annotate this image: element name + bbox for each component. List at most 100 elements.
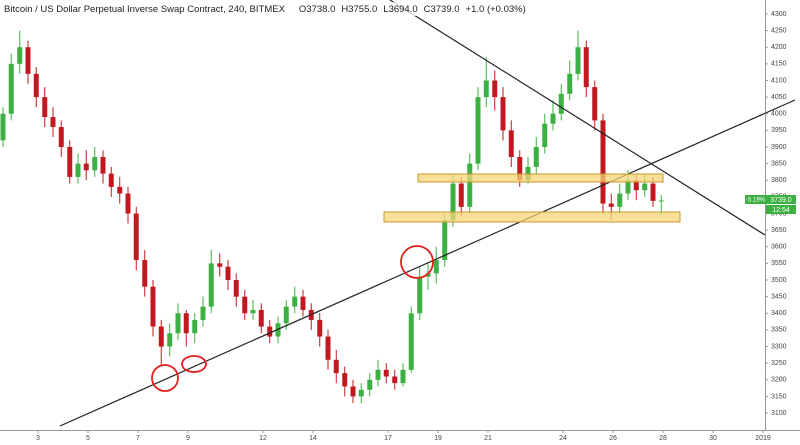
- candle-body: [575, 47, 581, 74]
- candle-body: [625, 180, 631, 194]
- candle-body: [158, 326, 164, 347]
- candle-body: [475, 97, 481, 164]
- candle-body: [208, 263, 214, 307]
- candle-body: [533, 146, 539, 167]
- candle-body: [258, 309, 264, 327]
- candle-body: [567, 73, 573, 94]
- candle-body: [8, 63, 14, 114]
- candle-body: [25, 47, 31, 74]
- header: Bitcoin / US Dollar Perpetual Inverse Sw…: [4, 4, 526, 15]
- candle-body: [67, 146, 73, 177]
- candle-body: [642, 183, 648, 191]
- candle-body: [433, 260, 439, 274]
- y-tick-label: 3450: [771, 293, 787, 300]
- candle-body: [350, 386, 356, 397]
- candle-body: [225, 266, 231, 281]
- candle-body: [42, 97, 48, 118]
- candle-body: [175, 313, 181, 334]
- candle-body: [292, 296, 298, 307]
- candle-body: [408, 313, 414, 370]
- x-tick-label: 19: [434, 435, 442, 442]
- x-tick-label: 24: [559, 435, 567, 442]
- y-tick-label: 3850: [771, 160, 787, 167]
- countdown-tag: [766, 205, 796, 214]
- candle-body: [183, 313, 189, 334]
- y-tick-label: 4200: [771, 44, 787, 51]
- candle-body: [83, 163, 89, 171]
- highlight-circle: [181, 355, 207, 373]
- candle-body: [492, 80, 498, 98]
- candle-body: [117, 186, 123, 194]
- candle-body: [0, 113, 6, 141]
- candle-body: [417, 276, 423, 314]
- candle-body: [133, 213, 139, 261]
- candle-body: [300, 296, 306, 310]
- trend-line: [59, 99, 796, 427]
- candle-body: [317, 319, 323, 337]
- candle-body: [542, 123, 548, 147]
- x-tick-label: 21: [484, 435, 492, 442]
- candle-body: [92, 156, 98, 171]
- x-tick-label: 7: [136, 435, 140, 442]
- candle-body: [392, 376, 398, 384]
- x-tick-label: 14: [309, 435, 317, 442]
- candle-body: [633, 180, 639, 191]
- candle-body: [367, 379, 373, 390]
- candle-body: [192, 319, 198, 334]
- candle-body: [458, 183, 464, 207]
- candle-body: [200, 306, 206, 320]
- candle-body: [592, 87, 598, 121]
- y-tick-label: 3150: [771, 393, 787, 400]
- candle-body: [283, 306, 289, 324]
- candle-body: [617, 193, 623, 207]
- x-tick-label: 5: [86, 435, 90, 442]
- candle-body: [250, 309, 256, 314]
- candle-body: [400, 369, 406, 384]
- candle-body: [125, 193, 131, 214]
- y-tick-label: 3300: [771, 343, 787, 350]
- x-tick-label: 12: [259, 435, 267, 442]
- y-tick-label: 3950: [771, 127, 787, 134]
- candle-body: [267, 326, 273, 337]
- candle-body: [150, 286, 156, 327]
- y-tick-label: 4300: [771, 11, 787, 18]
- candle-body: [450, 183, 456, 221]
- candle-body: [658, 200, 664, 202]
- candle-body: [608, 203, 614, 207]
- candle-body: [325, 336, 331, 360]
- change-tag-text: -5.19%: [746, 198, 766, 204]
- legend-close: C3739.0: [424, 4, 460, 15]
- chart-title: Bitcoin / US Dollar Perpetual Inverse Sw…: [4, 4, 286, 15]
- candle-body: [517, 156, 523, 181]
- candle-body: [33, 73, 39, 98]
- countdown-tag-text: 12:54: [772, 207, 790, 214]
- header-backdrop: [0, 2, 612, 16]
- candle-body: [108, 173, 114, 187]
- y-tick-label: 4050: [771, 94, 787, 101]
- y-tick-label: 3400: [771, 310, 787, 317]
- candle-body: [333, 359, 339, 374]
- y-tick-label: 3500: [771, 277, 787, 284]
- price-tag-text: 3739.0: [770, 197, 792, 204]
- candle-body: [75, 163, 81, 177]
- y-tick-label: 4100: [771, 77, 787, 84]
- candle-body: [425, 273, 431, 277]
- candle-body: [558, 93, 564, 114]
- y-tick-label: 3250: [771, 360, 787, 367]
- y-tick-label: 3900: [771, 144, 787, 151]
- x-tick-label: 2019: [755, 435, 771, 442]
- candle-body: [17, 47, 23, 64]
- candle-body: [58, 127, 64, 147]
- x-tick-label: 3: [36, 435, 40, 442]
- candle-body: [167, 333, 173, 347]
- change-tag: [745, 195, 766, 204]
- y-tick-label: 3800: [771, 177, 787, 184]
- y-tick-label: 3600: [771, 244, 787, 251]
- y-tick-label: 3550: [771, 260, 787, 267]
- candle-body: [508, 130, 514, 157]
- candle-body: [242, 296, 248, 314]
- candle-body: [50, 117, 56, 128]
- candle-body: [483, 80, 489, 98]
